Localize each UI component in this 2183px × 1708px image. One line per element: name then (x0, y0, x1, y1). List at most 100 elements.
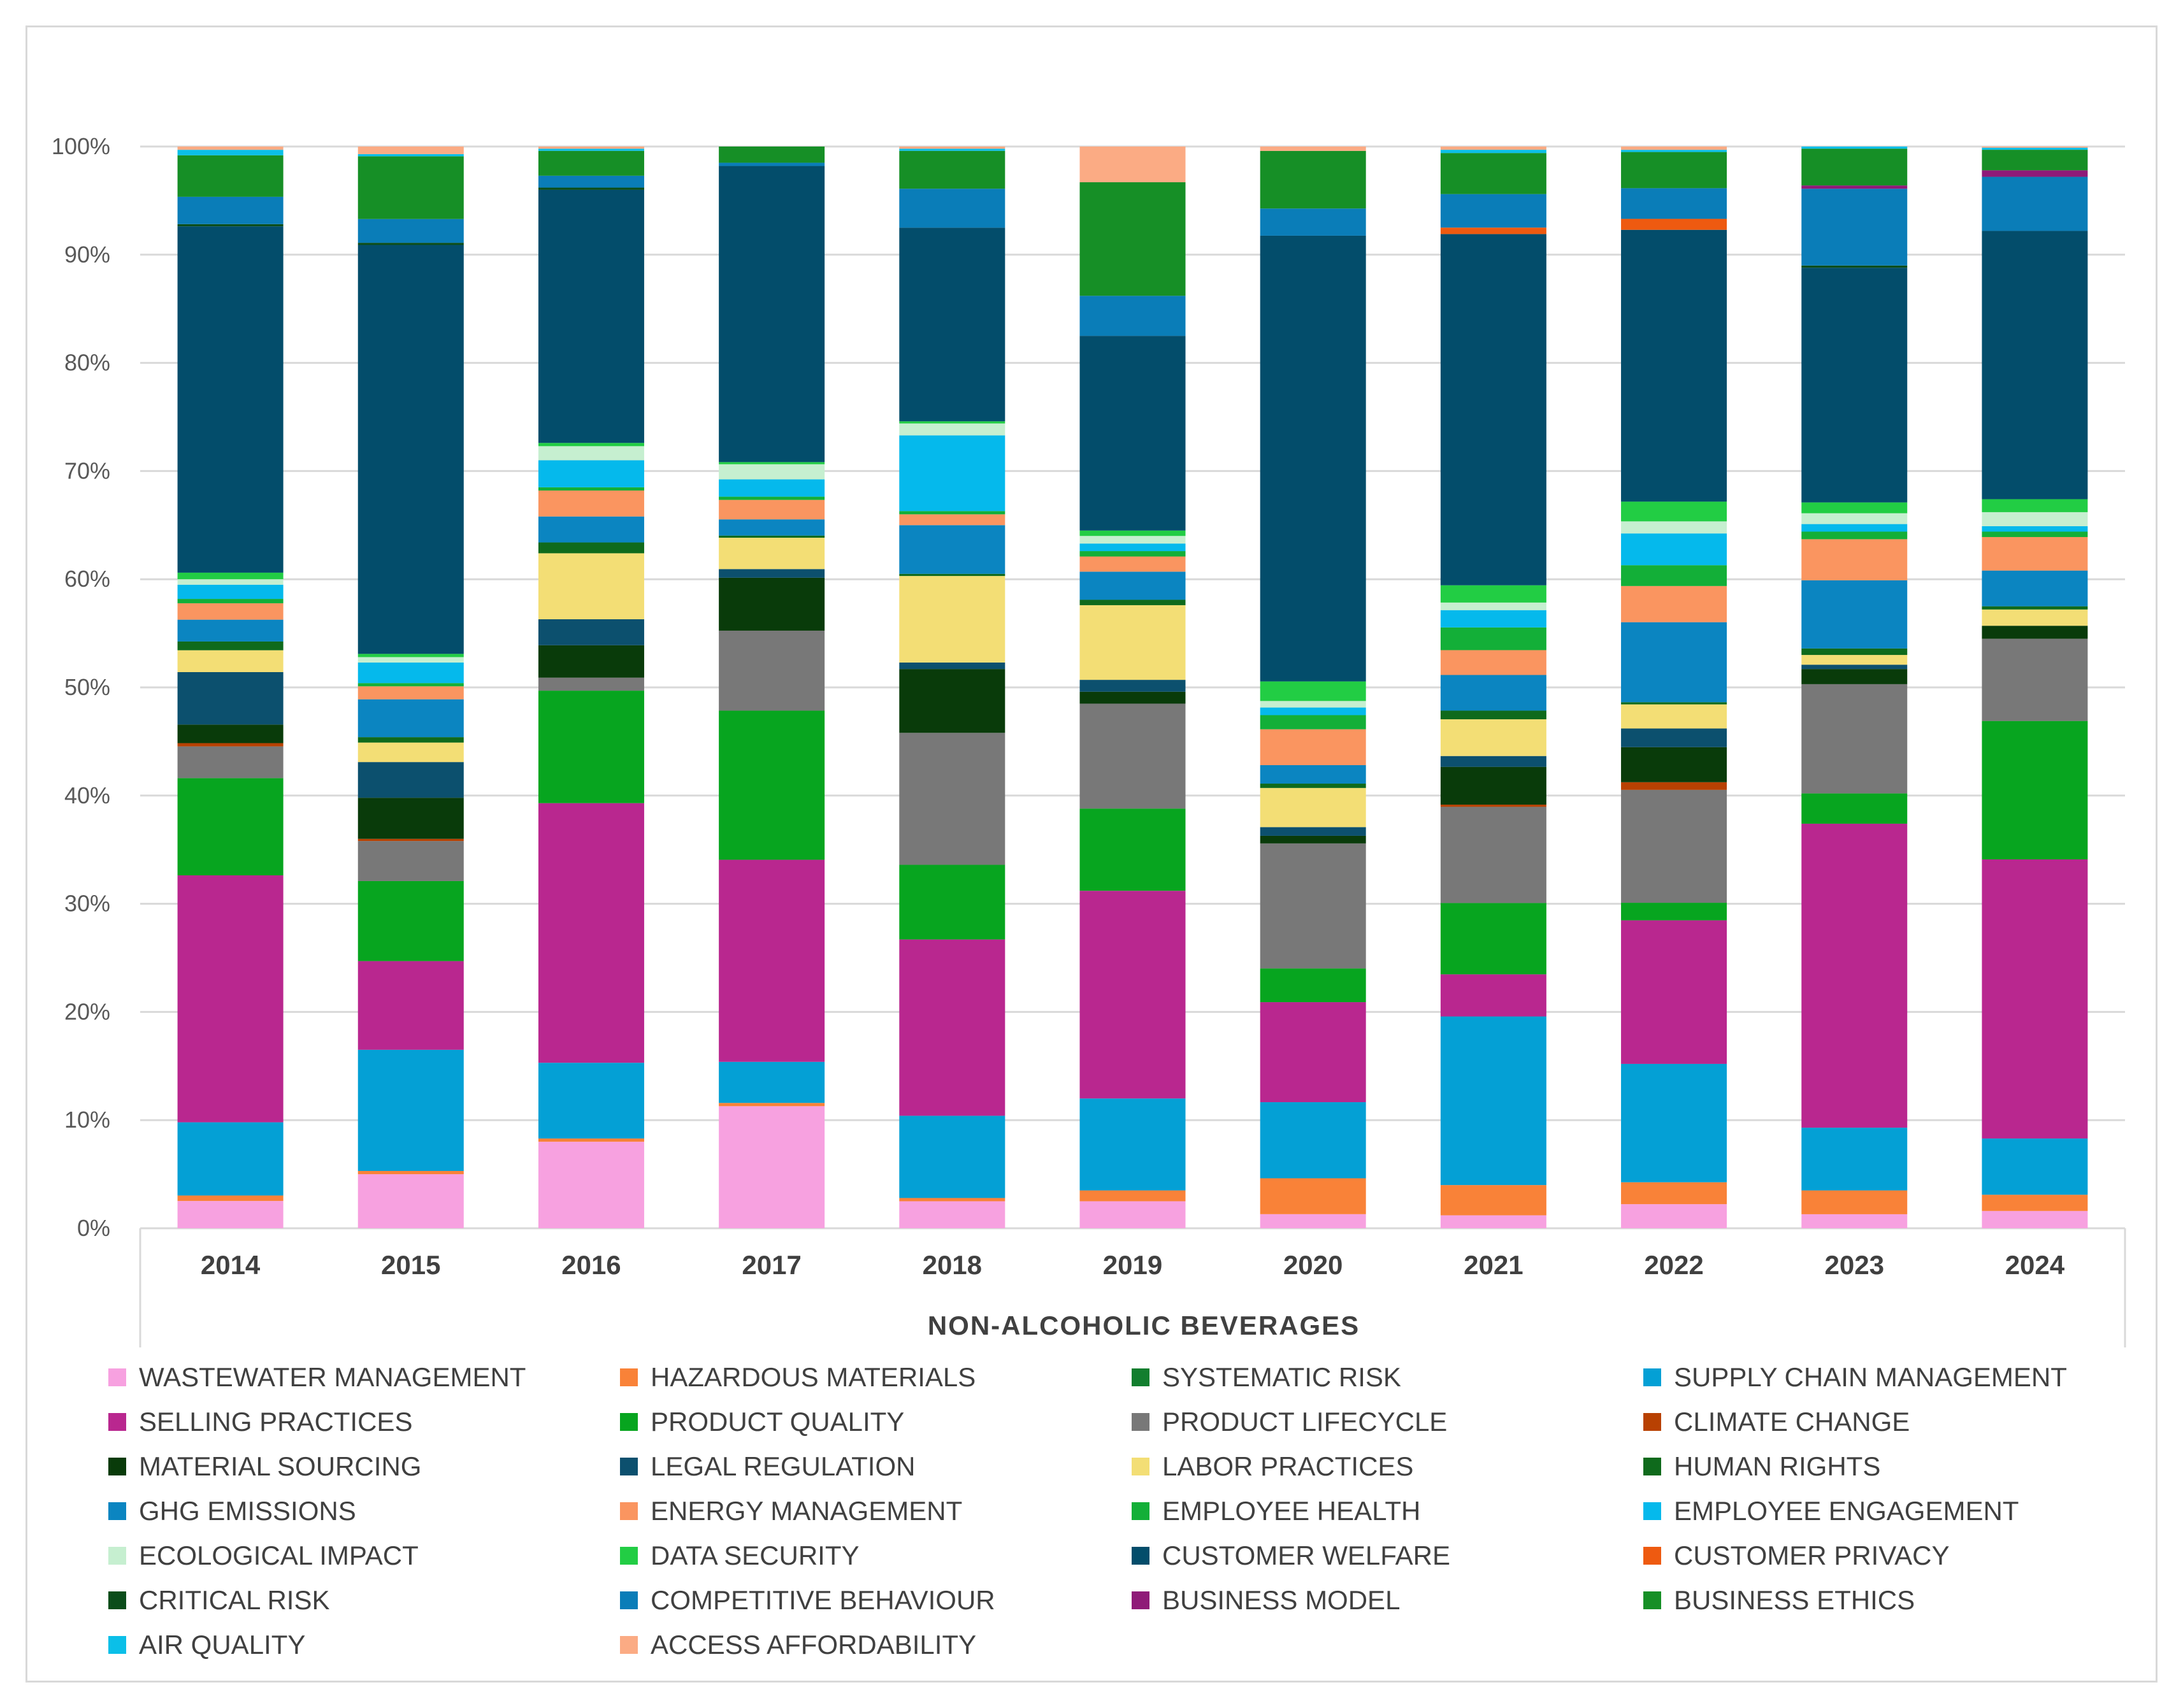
bar-segment (1079, 551, 1186, 557)
legend-label: LEGAL REGULATION (651, 1451, 916, 1481)
x-tick-label: 2021 (1464, 1250, 1523, 1280)
bar-segment (1801, 823, 1908, 1128)
bar-segment (1801, 147, 1908, 149)
bar-segment (1621, 782, 1727, 790)
y-tick-labels: 0% 10% 20% 30% 40% 50% 60% 70% 80% 90% 100% (52, 133, 110, 1241)
bar-segment (177, 579, 284, 585)
bar-segment (357, 147, 464, 154)
legend-swatch (108, 1458, 126, 1475)
bar-segment (177, 584, 284, 599)
bar-segment (1621, 789, 1727, 903)
legend-label: MATERIAL SOURCING (139, 1451, 422, 1481)
bar-segment (357, 1174, 464, 1228)
bar-segment (1621, 702, 1727, 705)
x-tick-label: 2014 (201, 1250, 261, 1280)
bar-segment (1079, 556, 1186, 572)
x-tick-label: 2024 (2005, 1250, 2065, 1280)
bar-segment (1440, 650, 1546, 675)
legend-swatch (1132, 1458, 1149, 1475)
bar-segment (538, 619, 644, 645)
bar-segment (1801, 684, 1908, 794)
bar-segment (1079, 530, 1186, 536)
bar-segment (1079, 703, 1186, 809)
bar-segment (1079, 680, 1186, 692)
bar-segment (719, 630, 825, 711)
bar-segment (1621, 585, 1727, 622)
bar-segment (1621, 1063, 1727, 1182)
legend-item: LABOR PRACTICES (1132, 1451, 1643, 1482)
legend-label: LABOR PRACTICES (1162, 1451, 1414, 1481)
bar-segment (1801, 502, 1908, 513)
y-tick-label: 70% (64, 457, 110, 484)
bar-segment (1982, 170, 2088, 177)
bar-segment (177, 746, 284, 779)
bar-segment (719, 535, 825, 538)
y-tick-label: 40% (64, 782, 110, 808)
bar-segment (177, 650, 284, 672)
legend-label: AIR QUALITY (139, 1630, 306, 1660)
bar-segment (538, 490, 644, 517)
legend-item: AIR QUALITY (108, 1630, 620, 1660)
bar-segment (357, 654, 464, 657)
legend-item: PRODUCT QUALITY (620, 1407, 1132, 1437)
bar-segment (899, 514, 1005, 526)
bar-segment (1621, 565, 1727, 586)
bar-segment (1982, 626, 2088, 639)
x-tick-labels: 2014 2015 2016 2017 2018 2019 2020 2021 2022 2023… (201, 1250, 2065, 1280)
bar-segment (1260, 1102, 1366, 1179)
bar-segment (1260, 208, 1366, 236)
bar-segment (538, 148, 644, 151)
bar-segment (899, 227, 1005, 422)
bar-segment (1260, 681, 1366, 701)
bar-segment (1982, 526, 2088, 532)
bar-segment (1801, 524, 1908, 532)
bar-segment (719, 479, 825, 497)
x-tick-label: 2020 (1283, 1250, 1343, 1280)
bar-segment (1079, 605, 1186, 680)
legend-label: EMPLOYEE ENGAGEMENT (1674, 1496, 2019, 1526)
legend-swatch (1643, 1413, 1661, 1431)
legend-label: BUSINESS MODEL (1162, 1585, 1401, 1615)
bar-segment (357, 880, 464, 961)
bar-segment (899, 189, 1005, 228)
bar-segment (538, 1063, 644, 1139)
legend-item: CUSTOMER WELFARE (1132, 1540, 1643, 1571)
bar-segment (1801, 793, 1908, 824)
bar-segment (538, 487, 644, 491)
bar-segment (1079, 1190, 1186, 1202)
bar-segment (357, 1171, 464, 1175)
legend-item: ENERGY MANAGEMENT (620, 1496, 1132, 1526)
bar-segment (1621, 150, 1727, 152)
legend: WASTEWATER MANAGEMENT HAZARDOUS MATERIALS… (108, 1362, 2147, 1660)
legend-label: BUSINESS ETHICS (1674, 1585, 1915, 1615)
bar-segment (177, 875, 284, 1123)
bar-segment (1982, 176, 2088, 231)
bar-segment (1621, 147, 1727, 150)
legend-swatch (1132, 1413, 1149, 1431)
bar-segment (538, 187, 644, 190)
legend-swatch (620, 1413, 638, 1431)
legend-label: HAZARDOUS MATERIALS (651, 1362, 976, 1392)
legend-swatch (108, 1502, 126, 1520)
bar-segment (1801, 148, 1908, 186)
bar-segment (719, 710, 825, 860)
legend-label: GHG EMISSIONS (139, 1496, 356, 1526)
bar-segment (1621, 533, 1727, 566)
legend-item: COMPETITIVE BEHAVIOUR (620, 1585, 1132, 1616)
legend-swatch (1643, 1502, 1661, 1520)
y-tick-label: 80% (64, 350, 110, 376)
bar-segment (899, 511, 1005, 515)
legend-label: COMPETITIVE BEHAVIOUR (651, 1585, 995, 1615)
bar-segment (1260, 835, 1366, 843)
legend-swatch (1132, 1368, 1149, 1386)
bar-segment (1982, 512, 2088, 526)
bar-segment (1440, 675, 1546, 711)
bar-segment (1079, 536, 1186, 544)
bar-segment (899, 939, 1005, 1116)
bar-segment (1440, 807, 1546, 903)
legend-item: WASTEWATER MANAGEMENT (108, 1362, 620, 1393)
bar-segment (1801, 648, 1908, 656)
bar-segment (177, 226, 284, 573)
bar-segment (899, 435, 1005, 512)
legend-swatch (1643, 1368, 1661, 1386)
